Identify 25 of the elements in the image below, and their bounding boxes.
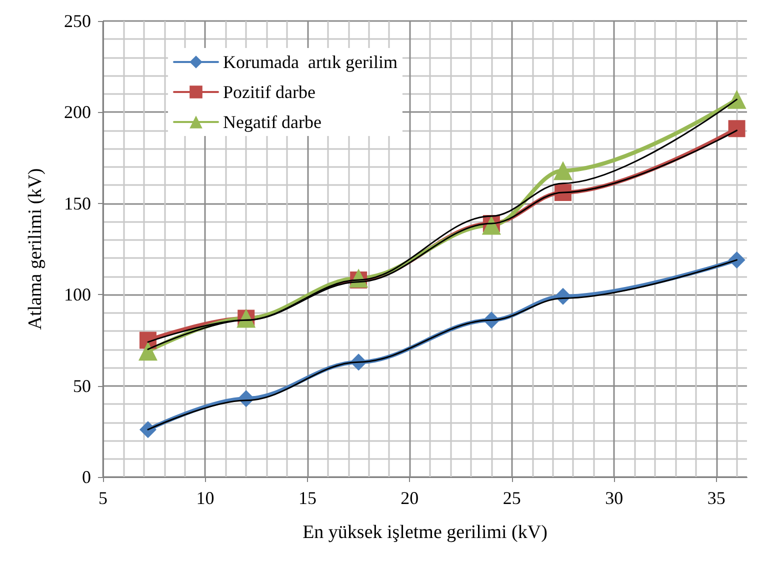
x-tick-label: 5: [98, 488, 108, 508]
y-tick-label: 100: [64, 284, 91, 305]
legend-label: Korumada artık gerilim: [223, 52, 398, 72]
legend-label: Pozitif darbe: [223, 82, 316, 102]
x-tick-label: 35: [707, 488, 726, 508]
point: [728, 251, 746, 268]
y-tick-label: 50: [73, 376, 91, 396]
y-tick-label: 250: [64, 11, 91, 31]
point: [138, 342, 158, 361]
x-axis-title: En yüksek işletme gerilimi (kV): [302, 522, 548, 543]
x-tick-label: 15: [298, 488, 316, 508]
x-tick-label: 30: [605, 488, 624, 508]
x-tick-label: 10: [196, 488, 214, 508]
y-tick-label: 0: [82, 467, 91, 487]
point: [139, 421, 156, 438]
point: [554, 161, 572, 180]
y-tick-label: 200: [64, 102, 91, 122]
point: [482, 216, 501, 235]
y-axis-title: Atlama gerilimi (kV): [25, 168, 46, 330]
x-tick-label: 25: [502, 488, 521, 508]
x-tick-label: 20: [400, 488, 419, 508]
y-tick-label: 150: [64, 193, 91, 214]
legend-label: Negatif darbe: [223, 112, 322, 132]
point: [727, 90, 746, 109]
point: [728, 120, 746, 138]
